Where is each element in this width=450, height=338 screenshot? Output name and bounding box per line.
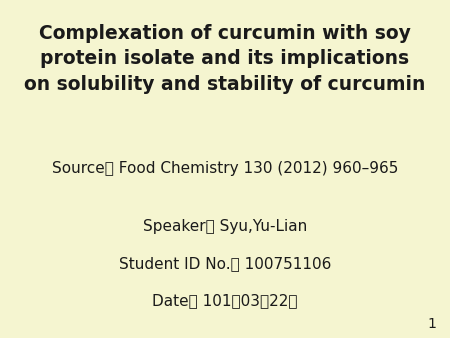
Text: Speaker： Syu,Yu-Lian: Speaker： Syu,Yu-Lian <box>143 219 307 234</box>
Text: Date： 101年03月22日: Date： 101年03月22日 <box>152 293 298 308</box>
Text: 1: 1 <box>428 317 436 331</box>
Text: Student ID No.： 100751106: Student ID No.： 100751106 <box>119 256 331 271</box>
Text: Complexation of curcumin with soy
protein isolate and its implications
on solubi: Complexation of curcumin with soy protei… <box>24 24 426 94</box>
Text: Source： Food Chemistry 130 (2012) 960–965: Source： Food Chemistry 130 (2012) 960–96… <box>52 162 398 176</box>
